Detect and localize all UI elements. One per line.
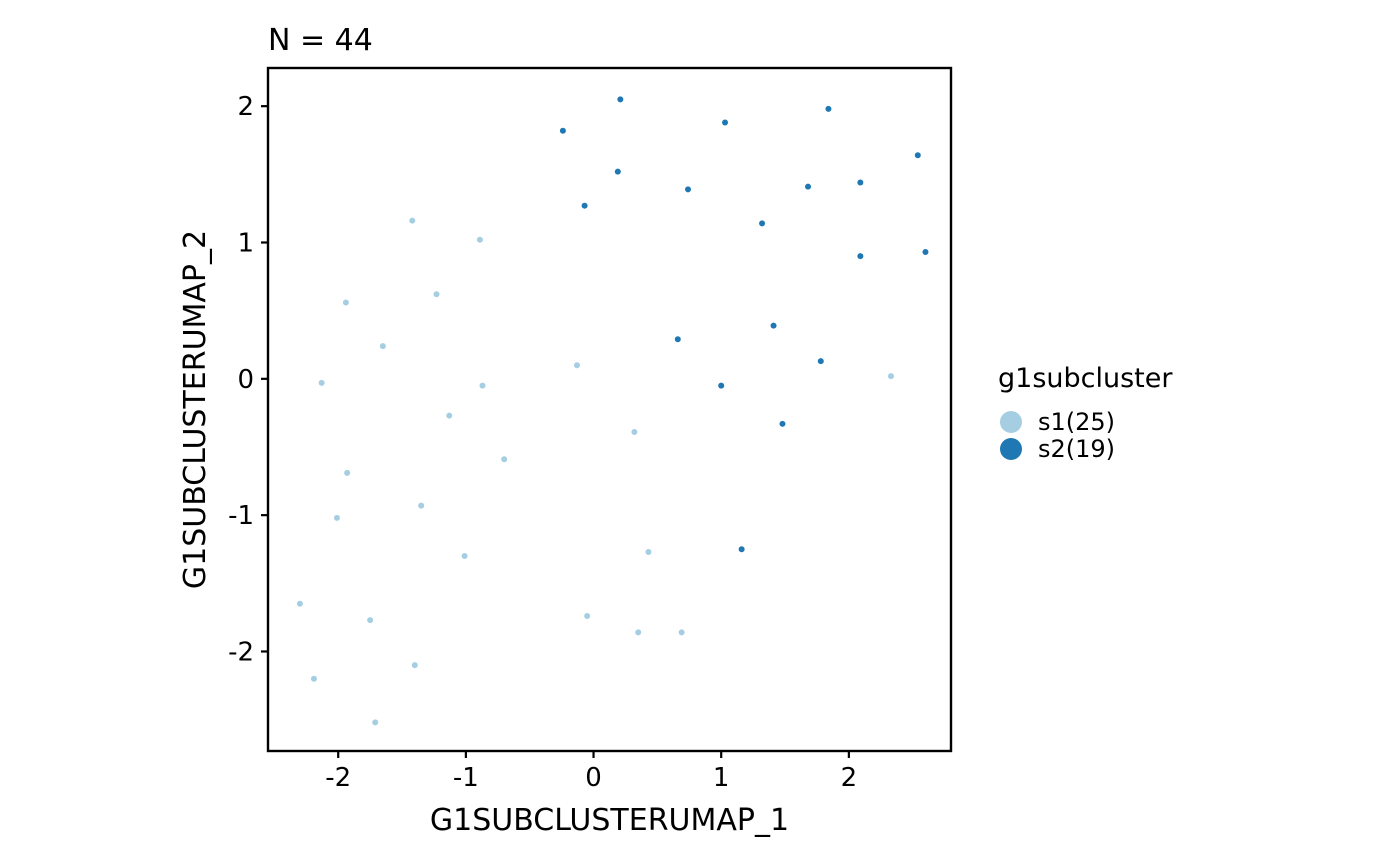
x-tick-label: 2 xyxy=(841,763,858,793)
data-point-s1 xyxy=(887,373,894,380)
data-point-s2 xyxy=(825,105,832,112)
data-point-s1 xyxy=(645,548,652,555)
data-point-s1 xyxy=(678,629,685,636)
data-point-s2 xyxy=(581,202,588,209)
data-point-s1 xyxy=(318,379,325,386)
x-tick-label: 0 xyxy=(585,763,602,793)
data-point-s1 xyxy=(409,217,416,224)
data-point-s2 xyxy=(722,119,729,126)
data-point-s2 xyxy=(674,336,681,343)
data-point-s1 xyxy=(635,629,642,636)
data-point-s2 xyxy=(685,186,692,193)
data-point-s2 xyxy=(914,152,921,159)
data-point-s1 xyxy=(372,719,379,726)
data-point-s2 xyxy=(718,382,725,389)
data-points xyxy=(296,96,929,726)
data-point-s1 xyxy=(411,662,418,669)
legend-key-s1 xyxy=(1000,411,1022,433)
legend-title: g1subcluster xyxy=(998,363,1173,394)
data-point-s1 xyxy=(631,428,638,435)
y-tick-label: -1 xyxy=(228,501,254,531)
x-tick-label: -2 xyxy=(325,763,351,793)
data-point-s2 xyxy=(817,358,824,365)
legend-items: s1(25)s2(19) xyxy=(1000,408,1115,463)
y-tick-label: 1 xyxy=(237,228,254,258)
data-point-s1 xyxy=(461,553,468,560)
chart-title: N = 44 xyxy=(268,23,373,58)
x-tick-label: 1 xyxy=(713,763,730,793)
legend-key-s2 xyxy=(1000,438,1022,460)
data-point-s2 xyxy=(805,183,812,190)
data-point-s1 xyxy=(344,469,351,476)
y-tick-label: 0 xyxy=(237,365,254,395)
data-point-s2 xyxy=(857,253,864,260)
data-point-s2 xyxy=(738,546,745,553)
legend: g1subcluster s1(25)s2(19) xyxy=(998,363,1173,463)
data-point-s2 xyxy=(759,220,766,227)
data-point-s1 xyxy=(479,382,486,389)
data-point-s1 xyxy=(367,617,374,624)
data-point-s1 xyxy=(296,600,303,607)
x-tick-label: -1 xyxy=(453,763,479,793)
legend-label-s2: s2(19) xyxy=(1038,435,1115,463)
data-point-s2 xyxy=(559,127,566,134)
plot-panel xyxy=(266,66,953,753)
data-point-s1 xyxy=(342,299,349,306)
legend-label-s1: s1(25) xyxy=(1038,408,1115,436)
data-point-s2 xyxy=(617,96,624,103)
x-axis: -2 -1 0 1 2 xyxy=(325,751,857,793)
data-point-s1 xyxy=(573,362,580,369)
data-point-s1 xyxy=(501,456,508,463)
data-point-s1 xyxy=(310,675,317,682)
y-tick-label: 2 xyxy=(237,92,254,122)
data-point-s1 xyxy=(446,412,453,419)
y-axis-title: G1SUBCLUSTERUMAP_2 xyxy=(178,230,213,589)
data-point-s2 xyxy=(770,322,777,329)
data-point-s1 xyxy=(433,291,440,298)
y-axis: -2 -1 0 1 2 xyxy=(228,92,268,667)
data-point-s1 xyxy=(476,236,483,243)
data-point-s2 xyxy=(779,420,786,427)
data-point-s1 xyxy=(418,502,425,509)
data-point-s1 xyxy=(584,613,591,620)
data-point-s1 xyxy=(379,343,386,350)
data-point-s2 xyxy=(614,168,621,175)
data-point-s2 xyxy=(857,179,864,186)
data-point-s1 xyxy=(333,514,340,521)
y-tick-label: -2 xyxy=(228,637,254,667)
data-point-s2 xyxy=(922,249,929,256)
x-axis-title: G1SUBCLUSTERUMAP_1 xyxy=(430,803,789,838)
